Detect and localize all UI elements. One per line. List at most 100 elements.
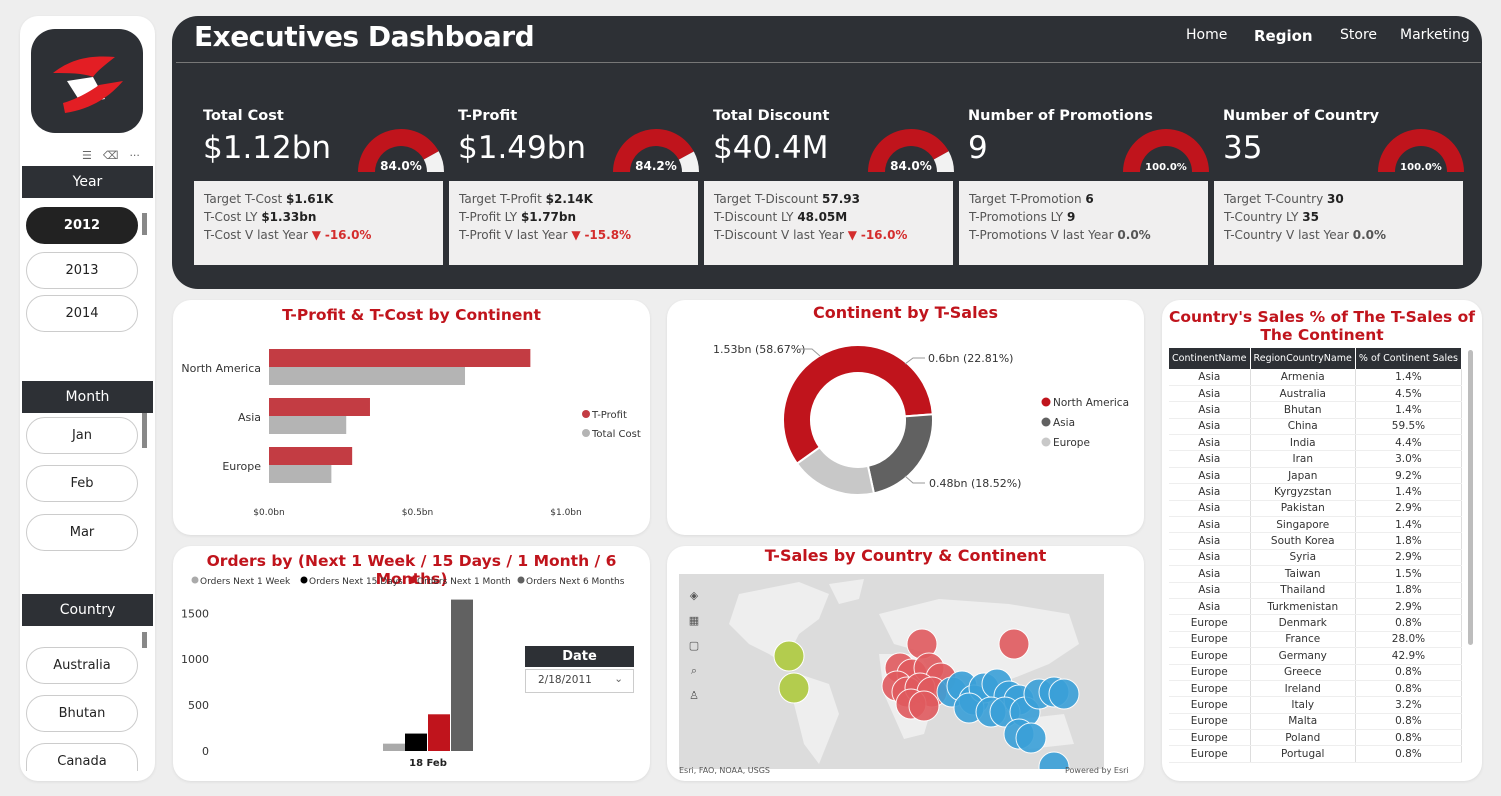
table-row[interactable]: Asia Pakistan 2.9% (1169, 500, 1463, 518)
table-cell: Asia (1169, 450, 1251, 468)
year-chip-2012[interactable]: 2012 (26, 207, 138, 244)
date-slicer[interactable]: Date 2/18/2011 ⌄ (525, 646, 634, 696)
country-scrollbar[interactable] (142, 632, 147, 648)
month-scrollbar[interactable] (142, 413, 147, 448)
kpi-ly-value: $1.77bn (520, 210, 577, 224)
table-cell: 42.9% (1355, 647, 1463, 665)
table-row[interactable]: Asia Australia 4.5% (1169, 385, 1463, 403)
country-chip-australia[interactable]: Australia (26, 647, 138, 684)
orders-bars: 0 500 1000 1500 18 Feb Orders Next 1 Week Orde… (181, 576, 625, 769)
map-bubble-europe (998, 628, 1030, 660)
kpi-value: 9 (968, 130, 988, 166)
kpi-variance-label: T-Cost V last Year (204, 228, 308, 242)
down-arrow-icon: ▼ (311, 228, 322, 242)
table-row[interactable]: Asia Syria 2.9% (1169, 549, 1463, 567)
table-row[interactable]: Europe Poland 0.8% (1169, 729, 1463, 747)
table-row[interactable]: Asia Thailand 1.8% (1169, 582, 1463, 599)
table-cell: Asia (1169, 385, 1251, 403)
table-row[interactable]: Europe Malta 0.8% (1169, 713, 1463, 731)
table-row[interactable]: Europe Germany 42.9% (1169, 647, 1463, 665)
gauge-arc (613, 129, 694, 172)
nav-home[interactable]: Home (1186, 27, 1228, 43)
column-header[interactable]: ContinentName (1169, 348, 1251, 369)
date-slicer-header: Date (525, 646, 634, 667)
map-canvas[interactable] (679, 574, 1104, 769)
table-row[interactable]: Europe Greece 0.8% (1169, 664, 1463, 681)
bar-cost (269, 367, 466, 385)
nav-marketing[interactable]: Marketing (1400, 27, 1470, 43)
kpi-variance-value: -16.0% (324, 228, 372, 242)
year-chip-2014[interactable]: 2014 (26, 295, 138, 332)
table-cell: Turkmenistan (1250, 598, 1356, 616)
table-row[interactable]: Europe Denmark 0.8% (1169, 614, 1463, 632)
more-options-icon[interactable]: ··· (129, 149, 140, 162)
table-scrollbar[interactable] (1468, 350, 1473, 645)
table-row[interactable]: Asia Iran 3.0% (1169, 450, 1463, 468)
table-cell: 1.8% (1355, 532, 1463, 550)
table-row[interactable]: Asia Taiwan 1.5% (1169, 565, 1463, 583)
nav-store[interactable]: Store (1340, 27, 1378, 43)
person-icon[interactable]: ♙ (689, 689, 699, 702)
legend-label: North America (1053, 397, 1129, 409)
month-chip-feb[interactable]: Feb (26, 465, 138, 502)
table-row[interactable]: Asia China 59.5% (1169, 418, 1463, 436)
category-label: Europe (222, 460, 261, 473)
search-icon[interactable]: ⌕ (690, 664, 698, 677)
table-cell: South Korea (1250, 532, 1356, 550)
map-bubble-north-america (778, 672, 810, 704)
bar-cost (269, 465, 332, 483)
map-bubbles (773, 628, 1080, 769)
chart-title: Orders by (Next 1 Week / 15 Days / 1 Mon… (206, 552, 617, 588)
leader-line (798, 348, 821, 357)
legend-marker (1041, 437, 1051, 447)
column-header[interactable]: % of Continent Sales (1355, 348, 1463, 369)
gauge-arc (1123, 129, 1209, 172)
table-cell: 4.4% (1355, 434, 1463, 452)
table-row[interactable]: Asia Kyrgyzstan 1.4% (1169, 483, 1463, 501)
kpi-target-value: 6 (1085, 192, 1094, 206)
table-row[interactable]: Asia India 4.4% (1169, 434, 1463, 452)
eraser-icon[interactable]: ⌫ (102, 149, 119, 162)
kpi-target-label: Target T-Discount (714, 192, 819, 206)
qr-select-icon[interactable]: ▦ (688, 614, 700, 627)
map-powered-by: Powered by Esri (1065, 766, 1129, 775)
map-attribution: Esri, FAO, NOAA, USGS (679, 766, 771, 775)
table-cell: 0.8% (1355, 614, 1463, 632)
table-row[interactable]: Asia Bhutan 1.4% (1169, 401, 1463, 419)
table-row[interactable]: Asia South Korea 1.8% (1169, 532, 1463, 550)
table-row[interactable]: Asia Singapore 1.4% (1169, 516, 1463, 534)
kpi-header-panel: Executives Dashboard Home Region Store M… (172, 16, 1482, 289)
layers-icon[interactable]: ◈ (689, 589, 699, 602)
table-row[interactable]: Europe Italy 3.2% (1169, 696, 1463, 714)
table-row[interactable]: Europe France 28.0% (1169, 631, 1463, 649)
year-scrollbar[interactable] (142, 213, 147, 235)
nav-region[interactable]: Region (1254, 27, 1313, 45)
table-cell: Syria (1250, 549, 1356, 567)
column-header[interactable]: RegionCountryName (1250, 348, 1356, 369)
legend-marker (300, 576, 308, 584)
date-dropdown[interactable]: 2/18/2011 ⌄ (525, 669, 634, 693)
country-chip-bhutan[interactable]: Bhutan (26, 695, 138, 732)
country-chip-canada[interactable]: Canada (26, 743, 138, 771)
table-cell: Asia (1169, 401, 1251, 419)
month-chip-jan[interactable]: Jan (26, 417, 138, 454)
year-chip-2013[interactable]: 2013 (26, 252, 138, 289)
donut-slice (782, 344, 934, 466)
table-row[interactable]: Asia Armenia 1.4% (1169, 369, 1463, 386)
month-chip-mar[interactable]: Mar (26, 514, 138, 551)
table-row[interactable]: Europe Portugal 0.8% (1169, 745, 1463, 763)
legend-marker (1041, 417, 1051, 427)
legend-marker (582, 429, 590, 437)
gauge-arc (423, 151, 444, 172)
y-tick-label: 0 (202, 745, 209, 758)
header-divider (176, 62, 1481, 63)
table-cell: Europe (1169, 696, 1251, 714)
order-bar (428, 714, 450, 751)
leader-line (904, 357, 925, 365)
rect-select-icon[interactable]: ▢ (688, 639, 700, 652)
table-row[interactable]: Europe Ireland 0.8% (1169, 680, 1463, 698)
table-cell: Malta (1250, 713, 1356, 731)
filter-icon[interactable]: ☰ (82, 149, 92, 162)
table-row[interactable]: Asia Japan 9.2% (1169, 467, 1463, 485)
table-row[interactable]: Asia Turkmenistan 2.9% (1169, 598, 1463, 616)
